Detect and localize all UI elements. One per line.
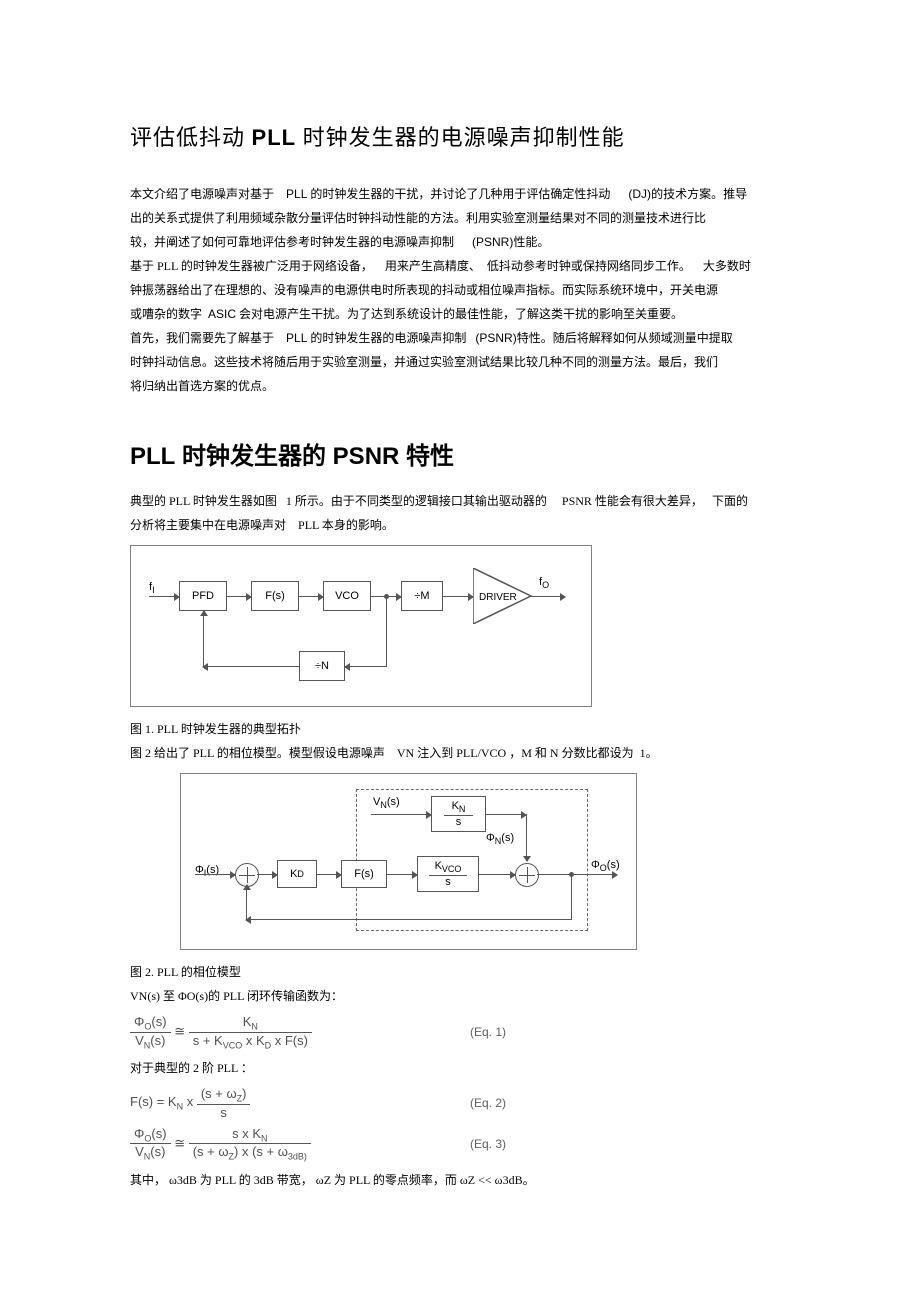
fig1-divn-block: ÷N xyxy=(299,651,345,681)
fig1-divm-block: ÷M xyxy=(401,581,443,611)
eq2-expr: F(s) = KN x (s + ωZ)s xyxy=(130,1086,410,1120)
figure-2-intro: 图 2 给出了 PLL 的相位模型。模型假设电源噪声 VN 注入到 PLL/VC… xyxy=(130,741,790,765)
intro-line1: 本文介绍了电源噪声对基于 PLL 的时钟发生器的干扰，并讨论了几种用于评估确定性… xyxy=(130,182,790,206)
eq1-number: (Eq. 1) xyxy=(470,1025,506,1039)
fig2-kd-block: KD xyxy=(277,860,317,888)
fig2-vn-label: VN(s) xyxy=(373,796,400,810)
figure-2-caption: 图 2. PLL 的相位模型 xyxy=(130,960,790,984)
equation-3: ΦO(s)VN(s) ≅ s x KN(s + ωZ) x (s + ω3dB)… xyxy=(130,1126,790,1162)
fig1-vco-block: VCO xyxy=(323,581,371,611)
fig2-phio-label: ΦO(s) xyxy=(591,859,620,873)
intro-line8: 时钟抖动信息。这些技术将随后用于实验室测量，并通过实验室测试结果比较几种不同的测… xyxy=(130,350,790,374)
intro-line6: 或嘈杂的数字 ASIC 会对电源产生干扰。为了达到系统设计的最佳性能，了解这类干… xyxy=(130,302,790,326)
fig2-fb-arrowhead xyxy=(246,885,247,886)
fig2-fb-v1 xyxy=(571,874,572,919)
equation-1: ΦO(s)VN(s) ≅ KNs + KVCO x KD x F(s) (Eq.… xyxy=(130,1014,790,1050)
last-line: 其中， ω3dB 为 PLL 的 3dB 带宽， ωZ 为 PLL 的零点频率，… xyxy=(130,1168,790,1192)
fig1-fout-label: fO xyxy=(539,576,549,590)
fig2-kvco-block: KVCO s xyxy=(417,856,479,892)
fig2-fs-block: F(s) xyxy=(341,860,387,888)
section1-line2: 分析将主要集中在电源噪声对 PLL 本身的影响。 xyxy=(130,513,790,537)
fig1-fs-block: F(s) xyxy=(251,581,299,611)
title-post: 时钟发生器的电源噪声抑制性能 xyxy=(296,125,625,150)
intro-line2: 出的关系式提供了利用频域杂散分量评估时钟抖动性能的方法。利用实验室测量结果对不同… xyxy=(130,206,790,230)
fig1-fb-v2 xyxy=(203,611,204,666)
transfer-function-line: VN(s) 至 ΦO(s)的 PLL 闭环传输函数为： xyxy=(130,984,790,1008)
fig1-arrow-5 xyxy=(443,596,473,597)
intro-line4: 基于 PLL 的时钟发生器被广泛用于网络设备， 用来产生高精度、 低抖动参考时钟… xyxy=(130,254,790,278)
fig1-arrow-6 xyxy=(529,596,565,597)
fig2-fb-v2 xyxy=(246,885,247,919)
fig2-arrow-phii xyxy=(195,874,235,875)
figure-1-pll-topology: fI PFD F(s) VCO ÷M DRIVER fO ÷N xyxy=(130,545,592,707)
fig2-arrow-vn xyxy=(371,814,431,815)
intro-line5: 钟振荡器给出了在理想的、没有噪声的电源供电时所表现的抖动或相位噪声指标。而实际系… xyxy=(130,278,790,302)
fig1-pfd-block: PFD xyxy=(179,581,227,611)
title-pll: PLL xyxy=(252,125,297,150)
fig1-fb-h1 xyxy=(345,666,387,667)
figure-2-phase-model: VN(s) KN s ΦN(s) ΦI(s) KD F(s) KVCO s ΦO… xyxy=(180,773,637,950)
fig2-fb-h xyxy=(246,919,572,920)
fig2-arrow-kd xyxy=(317,874,341,875)
eq3-number: (Eq. 3) xyxy=(470,1137,506,1151)
fig2-kn-block: KN s xyxy=(431,796,486,832)
section-psnr-heading: PLL 时钟发生器的 PSNR 特性 xyxy=(130,436,790,471)
title-pre: 评估低抖动 xyxy=(130,125,252,150)
figure-1-caption: 图 1. PLL 时钟发生器的典型拓扑 xyxy=(130,717,790,741)
section1-line1: 典型的 PLL 时钟发生器如图 1 所示。由于不同类型的逻辑接口其输出驱动器的 … xyxy=(130,489,790,513)
fig2-phii-label: ΦI(s) xyxy=(195,864,219,878)
mid-eq-line: 对于典型的 2 阶 PLL ： xyxy=(130,1056,790,1080)
fig2-arrow-kn-out xyxy=(486,814,526,815)
page-title: 评估低抖动 PLL 时钟发生器的电源噪声抑制性能 xyxy=(130,120,790,152)
intro-line7: 首先，我们需要先了解基于 PLL 的时钟发生器的电源噪声抑制 (PSNR)特性。… xyxy=(130,326,790,350)
fig2-arrow-s1 xyxy=(257,874,277,875)
fig2-arrow-kvco xyxy=(479,874,515,875)
equation-2: F(s) = KN x (s + ωZ)s (Eq. 2) xyxy=(130,1086,790,1120)
eq1-expr: ΦO(s)VN(s) ≅ KNs + KVCO x KD x F(s) xyxy=(130,1014,410,1050)
eq2-number: (Eq. 2) xyxy=(470,1096,506,1110)
intro-line9: 将归纳出首选方案的优点。 xyxy=(130,374,790,398)
fig1-arrow-2 xyxy=(227,596,251,597)
fig1-fb-h2 xyxy=(203,666,299,667)
fig2-sum2 xyxy=(515,863,539,887)
fig2-arrow-fs xyxy=(387,874,417,875)
eq3-expr: ΦO(s)VN(s) ≅ s x KN(s + ωZ) x (s + ω3dB) xyxy=(130,1126,410,1162)
fig1-fb-arrowhead xyxy=(203,611,204,612)
fig1-fin-label: fI xyxy=(149,581,155,595)
fig1-arrow-3 xyxy=(299,596,323,597)
fig1-arrow-1 xyxy=(149,596,179,597)
intro-line3: 较，并阐述了如何可靠地评估参考时钟发生器的电源噪声抑制 (PSNR)性能。 xyxy=(130,230,790,254)
fig2-arrow-out xyxy=(537,874,617,875)
fig2-arrow-phin-down xyxy=(526,814,527,861)
svg-text:DRIVER: DRIVER xyxy=(479,592,517,603)
fig1-fb-v1 xyxy=(386,596,387,666)
fig2-phin-label: ΦN(s) xyxy=(486,832,514,846)
